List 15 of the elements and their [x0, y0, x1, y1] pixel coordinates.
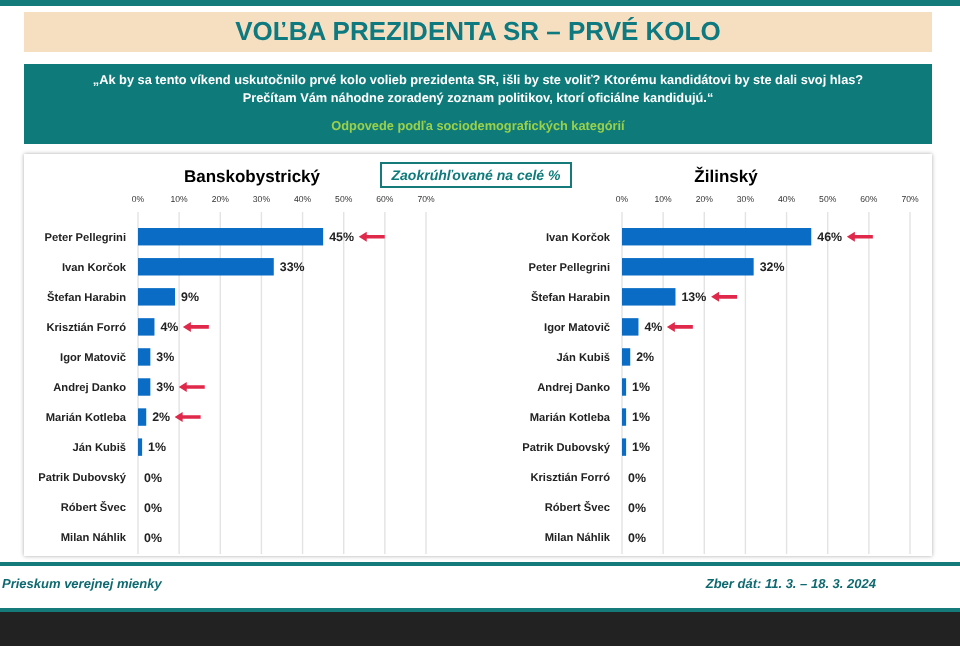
bar: [138, 258, 274, 276]
bar: [622, 348, 631, 366]
bar: [622, 288, 676, 306]
bar: [138, 228, 324, 246]
bar: [138, 318, 155, 336]
bar: [138, 378, 151, 396]
bar: [622, 228, 812, 246]
text: VOĽBA PREZIDENTA SR – PRVÉ KOLO: [24, 12, 932, 52]
bar: [622, 258, 754, 276]
bar: [138, 348, 151, 366]
bar: [138, 408, 147, 426]
bar: [138, 288, 176, 306]
bar: [622, 318, 639, 336]
chart-title: Banskobystrický: [183, 166, 321, 186]
chart-title: Žilinský: [694, 166, 759, 186]
